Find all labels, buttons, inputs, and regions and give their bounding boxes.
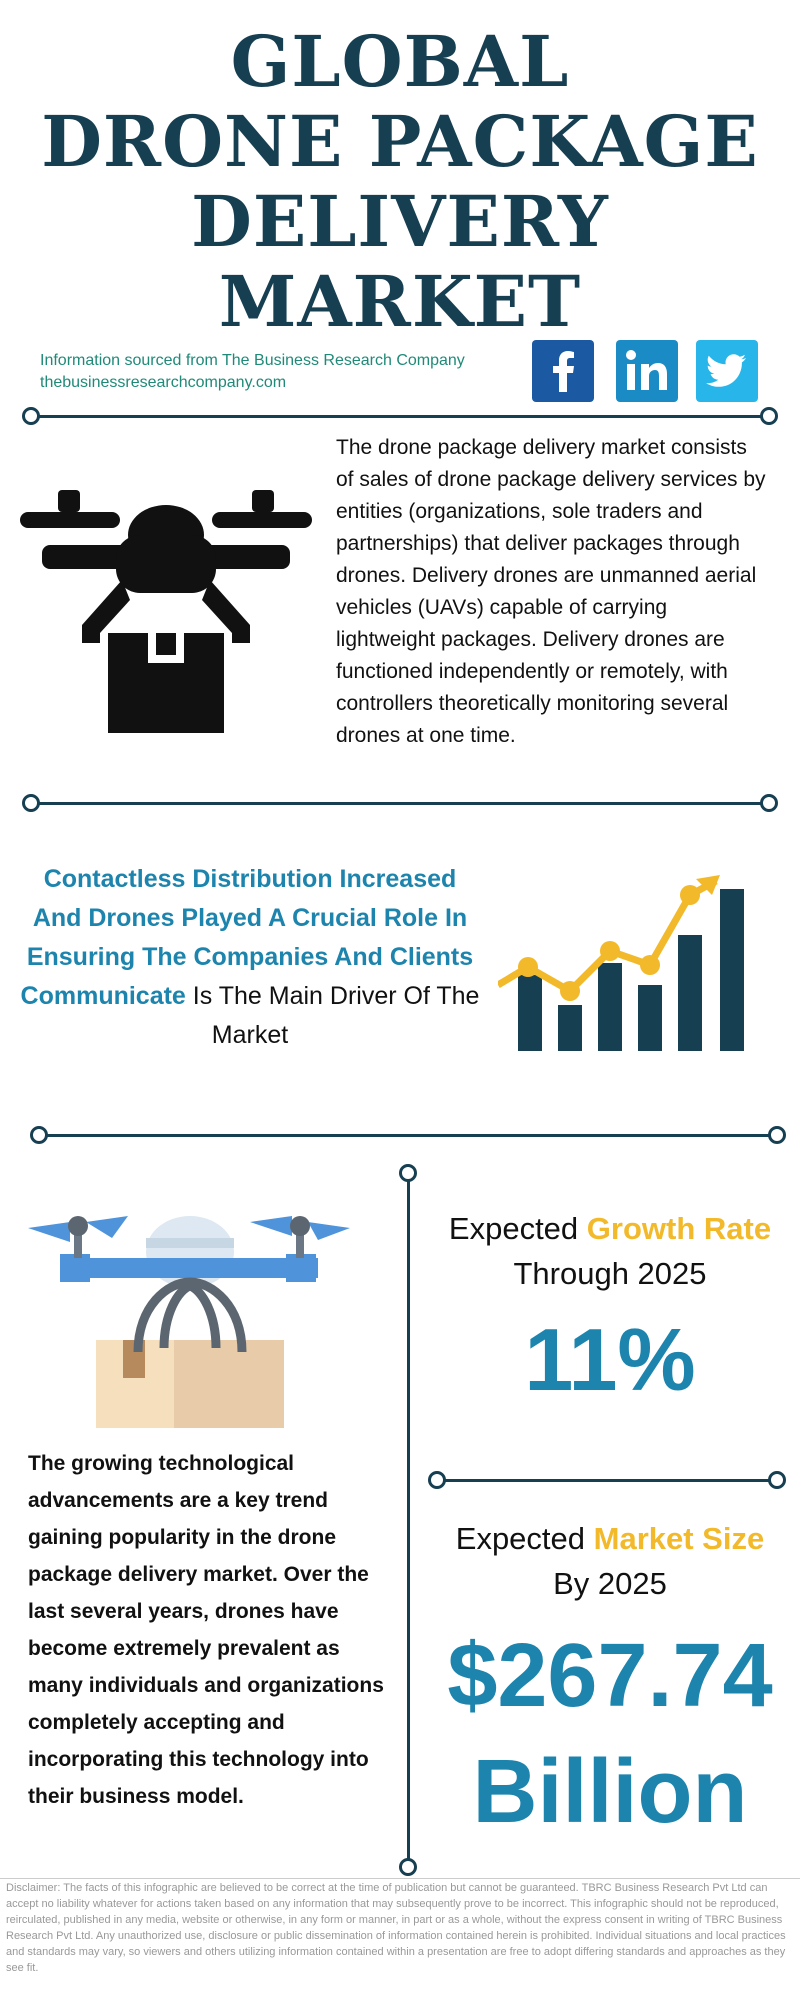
disclaimer: Disclaimer: The facts of this infographi…	[6, 1882, 786, 1974]
market-size-label: Expected Market Size By 2025	[420, 1516, 800, 1606]
title-line-4: MARKET	[218, 260, 582, 343]
divider-endpoint	[428, 1471, 446, 1489]
divider	[32, 415, 768, 418]
source-info: Information sourced from The Business Re…	[40, 350, 465, 394]
market-label-prefix: Expected	[455, 1521, 594, 1556]
divider-endpoint	[22, 794, 40, 812]
twitter-icon[interactable]	[696, 340, 758, 402]
market-size-unit: Billion	[472, 1742, 748, 1842]
title-line-3: DELIVERY	[191, 180, 609, 263]
source-text: Information sourced from The Business Re…	[40, 352, 465, 369]
market-size-value: $267.74 Billion	[420, 1618, 800, 1850]
linkedin-icon[interactable]	[616, 340, 678, 402]
driver-highlight: Contactless Distribution Increased And D…	[20, 865, 474, 1010]
facebook-icon[interactable]	[532, 340, 594, 402]
drone-package-icon	[20, 490, 312, 733]
title-line-1: GLOBAL	[230, 20, 570, 103]
divider	[437, 1479, 777, 1482]
divider-endpoint	[30, 1126, 48, 1144]
growth-label-accent: Growth Rate	[586, 1211, 772, 1246]
growth-chart-icon	[498, 875, 744, 1051]
divider-endpoint	[760, 794, 778, 812]
divider-endpoint	[768, 1471, 786, 1489]
market-description: The drone package delivery market consis…	[336, 436, 766, 747]
market-size-amount: $267.74	[447, 1626, 773, 1726]
growth-label-prefix: Expected	[448, 1211, 587, 1246]
divider	[32, 802, 768, 805]
divider-endpoint	[22, 407, 40, 425]
vertical-divider	[407, 1174, 410, 1866]
market-label-suffix: By 2025	[553, 1566, 667, 1601]
vertical-divider-endpoint	[399, 1858, 417, 1876]
divider	[40, 1134, 776, 1137]
growth-label-suffix: Through 2025	[513, 1256, 707, 1291]
growth-rate-value: 11%	[524, 1310, 696, 1409]
divider-endpoint	[768, 1126, 786, 1144]
market-label-accent: Market Size	[593, 1521, 765, 1556]
growth-rate-label: Expected Growth Rate Through 2025	[420, 1206, 800, 1296]
footer-divider	[0, 1878, 800, 1879]
title-line-2: DRONE PACKAGE	[41, 100, 759, 183]
key-trend-text: The growing technological advancements a…	[28, 1452, 384, 1808]
divider-endpoint	[760, 407, 778, 425]
driver-rest: Is The Main Driver Of The Market	[185, 982, 480, 1049]
delivery-drone-icon	[28, 1216, 350, 1428]
page-title: GLOBAL DRONE PACKAGE DELIVERY MARKET	[0, 22, 800, 342]
vertical-divider-endpoint	[399, 1164, 417, 1182]
source-url[interactable]: thebusinessresearchcompany.com	[40, 374, 287, 391]
market-driver: Contactless Distribution Increased And D…	[20, 860, 480, 1055]
